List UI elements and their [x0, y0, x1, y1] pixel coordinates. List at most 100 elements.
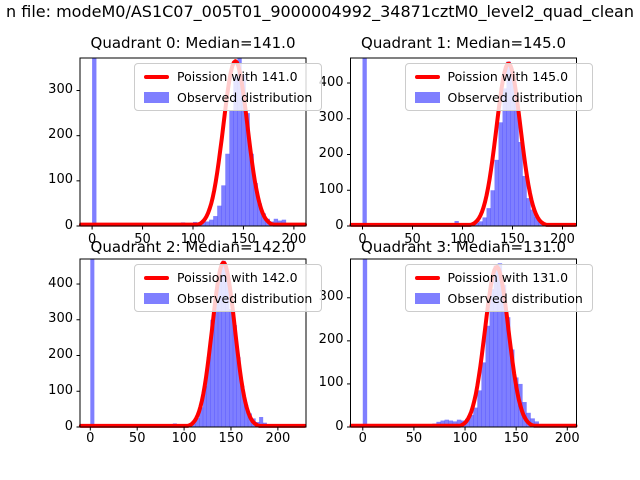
axes-spines	[79, 258, 307, 428]
y-tick-label: 0	[64, 418, 73, 434]
histogram-bar	[199, 407, 204, 427]
subplot-0-legend: Poission with 141.0 Observed distributio…	[134, 63, 323, 112]
histogram-bar	[217, 205, 222, 226]
histogram-bar	[237, 58, 242, 226]
histogram-bar	[209, 219, 214, 226]
histogram-bar	[485, 325, 490, 427]
histogram-bar	[498, 122, 503, 226]
histogram-bar	[221, 185, 226, 226]
x-tick-label: 50	[134, 232, 151, 247]
histogram-bar	[241, 74, 246, 226]
zero-spike-bar	[90, 259, 95, 427]
histogram-bar	[478, 221, 483, 226]
poisson-line-swatch	[414, 74, 440, 79]
y-tick-label: 0	[64, 217, 73, 233]
x-tick-label: 100	[450, 232, 475, 247]
legend-entry-histogram: Observed distribution	[414, 290, 583, 307]
histogram-bar	[232, 325, 237, 427]
histogram-bar	[493, 265, 499, 427]
histogram-bar	[244, 404, 249, 427]
x-tick-label: 0	[87, 232, 97, 247]
subplot-2-legend: Poission with 142.0 Observed distributio…	[134, 264, 323, 313]
legend-entry-histogram: Observed distribution	[144, 90, 312, 106]
histogram-bar	[229, 110, 234, 226]
histogram-swatch	[144, 292, 169, 304]
histogram-bar	[444, 419, 449, 427]
histogram-bar	[225, 273, 230, 427]
histogram-bar	[530, 418, 535, 427]
histogram-bar	[474, 222, 479, 226]
histogram-bar	[245, 113, 250, 226]
histogram-legend-label: Observed distribution	[177, 290, 313, 306]
histogram-bar	[526, 198, 531, 226]
legend-entry-poisson: Poission with 145.0	[414, 69, 583, 85]
x-tick-label: 200	[554, 431, 580, 446]
histogram-bar	[518, 142, 523, 226]
zero-spike-bar	[362, 259, 368, 427]
histogram-bar	[214, 294, 219, 427]
histogram-bar	[221, 260, 226, 427]
histogram-bar	[233, 76, 238, 226]
y-tick-label: 300	[48, 311, 73, 327]
x-tick-label: 150	[218, 431, 244, 446]
poisson-curve	[349, 264, 578, 428]
histogram-legend-label: Observed distribution	[447, 290, 583, 306]
poisson-legend-label: Poission with 131.0	[447, 270, 569, 285]
histogram-bar	[236, 357, 241, 427]
histogram-bar	[473, 407, 478, 427]
y-tick-label: 400	[318, 74, 344, 90]
histogram-bar	[195, 418, 200, 427]
histogram-bar	[259, 416, 264, 427]
x-tick-label: 100	[452, 431, 478, 446]
subplot-1-legend: Poission with 145.0 Observed distributio…	[404, 63, 593, 112]
legend-entry-poisson: Poission with 141.0	[144, 69, 312, 85]
y-tick-label: 100	[318, 375, 344, 391]
y-tick-label: 100	[48, 172, 73, 188]
histogram-bar	[489, 289, 494, 427]
poisson-curve	[349, 61, 577, 227]
legend-entry-histogram: Observed distribution	[144, 291, 312, 307]
histogram-bar	[510, 72, 515, 226]
histogram-bar	[477, 390, 482, 427]
legend-entry-poisson: Poission with 142.0	[144, 270, 312, 286]
subplot-3-title: Quadrant 3: Median=131.0	[361, 238, 566, 256]
y-tick-label: 400	[48, 275, 73, 291]
histogram-bar	[514, 377, 519, 427]
poisson-legend-label: Poission with 141.0	[177, 69, 298, 84]
y-tick-label: 100	[318, 181, 344, 197]
histogram-bar	[501, 284, 507, 427]
histogram-bar	[510, 349, 515, 427]
y-tick-label: 200	[318, 146, 344, 161]
histogram-swatch	[414, 91, 440, 103]
x-tick-label: 50	[128, 431, 146, 446]
histogram-bar	[534, 216, 539, 226]
poisson-line-swatch	[414, 275, 440, 280]
histogram-bar	[253, 183, 258, 226]
histogram-bar	[522, 175, 527, 226]
histogram-bar	[240, 385, 245, 427]
x-tick-label: 200	[550, 232, 575, 247]
x-tick-label: 100	[171, 431, 197, 446]
y-tick-label: 300	[318, 289, 344, 305]
y-tick-label: 0	[335, 217, 344, 233]
legend-entry-poisson: Poission with 131.0	[414, 270, 583, 286]
histogram-bar	[206, 357, 211, 427]
y-tick-label: 300	[48, 82, 73, 98]
histogram-swatch	[414, 292, 440, 304]
histogram-legend-label: Observed distribution	[447, 89, 583, 105]
histogram-bar	[229, 309, 234, 427]
x-tick-label: 150	[231, 232, 256, 247]
histogram-bar	[261, 213, 266, 226]
histogram-bar	[273, 218, 279, 226]
histogram-bar	[456, 419, 462, 427]
x-tick-label: 50	[404, 232, 421, 247]
zero-spike-bar	[92, 58, 97, 226]
x-tick-label: 200	[281, 232, 307, 247]
histogram-bar	[205, 221, 210, 226]
histogram-legend-label: Observed distribution	[177, 89, 313, 105]
histogram-bar	[225, 153, 230, 226]
x-tick-label: 100	[180, 232, 206, 247]
axes-spines	[350, 57, 577, 227]
poisson-curve	[78, 260, 307, 428]
